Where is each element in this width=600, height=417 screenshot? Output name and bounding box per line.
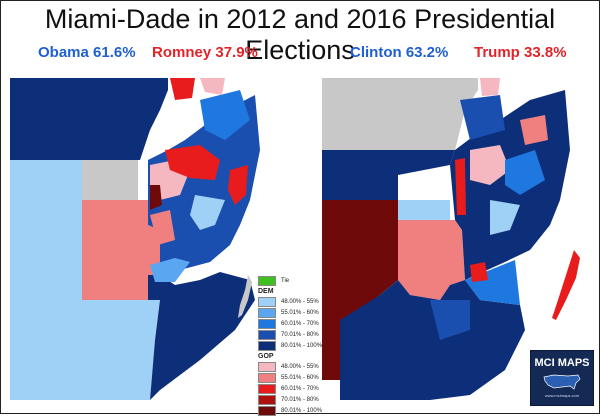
2012-north-light (200, 78, 225, 95)
2012-nodata-block (82, 160, 138, 200)
legend-dem-swatch (258, 330, 276, 340)
legend-dem-swatch (258, 297, 276, 307)
legend-gop-label: 48.00% - 55% (281, 364, 319, 370)
legend-dem-heading: DEM (258, 288, 274, 295)
legend-dem-item: 80.01% - 100% (258, 341, 336, 351)
legend-dem-swatch (258, 308, 276, 318)
2012-urban-red (165, 145, 220, 180)
2016-urban-red2 (470, 262, 488, 282)
legend-dem-item: 48.00% - 55% (258, 297, 336, 307)
2012-east-band (148, 95, 260, 275)
legend-dem-label: 55.01% - 60% (281, 310, 319, 316)
2012-north-red (170, 78, 195, 100)
2016-northwest-strip (322, 150, 455, 200)
legend-dem-item: 55.01% - 60% (258, 308, 336, 318)
legend-dem-list: 48.00% - 55% 55.01% - 60% 60.01% - 70% 70.0… (258, 297, 336, 351)
2016-north-nodata (322, 78, 478, 150)
right-dem-result: Clinton 63.2% (350, 44, 449, 61)
legend-gop-item: 80.01% - 100% (258, 406, 336, 416)
2012-coastal-blue (150, 258, 190, 282)
us-outline-icon (543, 374, 581, 390)
map-legend: Tie DEM 48.00% - 55% 55.01% - 60% 60.01% -… (258, 276, 336, 417)
2012-urban-blue (200, 90, 250, 140)
2016-lightblue-block (398, 200, 450, 220)
2016-urban-blue (505, 150, 545, 195)
logo-title: MCI MAPS (534, 357, 590, 369)
left-gop-result: Romney 37.9% (152, 44, 258, 61)
legend-dem-label: 60.01% - 70% (281, 321, 319, 327)
2016-southeast-blue (465, 260, 520, 305)
2012-urban-darkred (150, 185, 162, 210)
2012-urban-red2 (228, 165, 248, 205)
left-dem-result: Obama 61.6% (38, 44, 136, 61)
legend-tie: Tie (258, 276, 336, 286)
legend-gop-list: 48.00% - 55% 55.01% - 60% 60.01% - 70% 70.0… (258, 362, 336, 416)
2012-southeast-region (148, 272, 255, 400)
2016-south-navy (340, 280, 525, 400)
legend-gop-swatch (258, 362, 276, 372)
logo-url: www.mcimaps.com (544, 393, 580, 398)
2012-urban-light2 (190, 195, 225, 230)
legend-dem-item: 60.01% - 70% (258, 319, 336, 329)
legend-gop-label: 70.01% - 80% (281, 397, 319, 403)
legend-dem-label: 70.01% - 80% (281, 332, 319, 338)
2012-west-region (10, 160, 160, 400)
legend-gop-item: 48.00% - 55% (258, 362, 336, 372)
2016-south-blue (430, 300, 470, 340)
legend-tie-swatch (258, 276, 276, 286)
2016-urban-light2 (490, 200, 520, 235)
legend-gop-label: 80.01% - 100% (281, 408, 323, 414)
legend-gop-label: 60.01% - 70% (281, 386, 319, 392)
legend-gop-swatch (258, 384, 276, 394)
legend-gop-label: 55.01% - 60% (281, 375, 319, 381)
legend-gop-item: 60.01% - 70% (258, 384, 336, 394)
2012-urban-pink (150, 210, 175, 245)
page-title: Miami-Dade in 2012 and 2016 Presidential… (44, 4, 556, 65)
2016-key-island (552, 250, 580, 320)
2016-northeast-navy (460, 95, 505, 140)
2012-middle-pink (82, 200, 160, 300)
legend-tie-label: Tie (281, 278, 290, 284)
legend-dem-label: 80.01% - 100% (281, 343, 323, 349)
2016-urban-red (455, 158, 466, 215)
legend-gop-heading: GOP (258, 353, 274, 360)
legend-dem-swatch (258, 341, 276, 351)
legend-gop-swatch (258, 406, 276, 416)
2012-north-region (10, 78, 168, 160)
2016-north-pink (480, 78, 500, 96)
legend-dem-label: 48.00% - 55% (281, 299, 319, 305)
2016-middle-pink (398, 220, 465, 300)
legend-gop-swatch (258, 395, 276, 405)
right-gop-result: Trump 33.8% (474, 44, 567, 61)
2016-urban-pink (520, 115, 548, 145)
legend-dem-swatch (258, 319, 276, 329)
2012-key-island (238, 275, 252, 318)
mci-maps-logo: MCI MAPS www.mcimaps.com (530, 350, 594, 406)
legend-gop-swatch (258, 373, 276, 383)
legend-gop-item: 55.01% - 60% (258, 373, 336, 383)
legend-dem-item: 70.01% - 80% (258, 330, 336, 340)
2016-urban-light (470, 145, 510, 185)
legend-gop-item: 70.01% - 80% (258, 395, 336, 405)
